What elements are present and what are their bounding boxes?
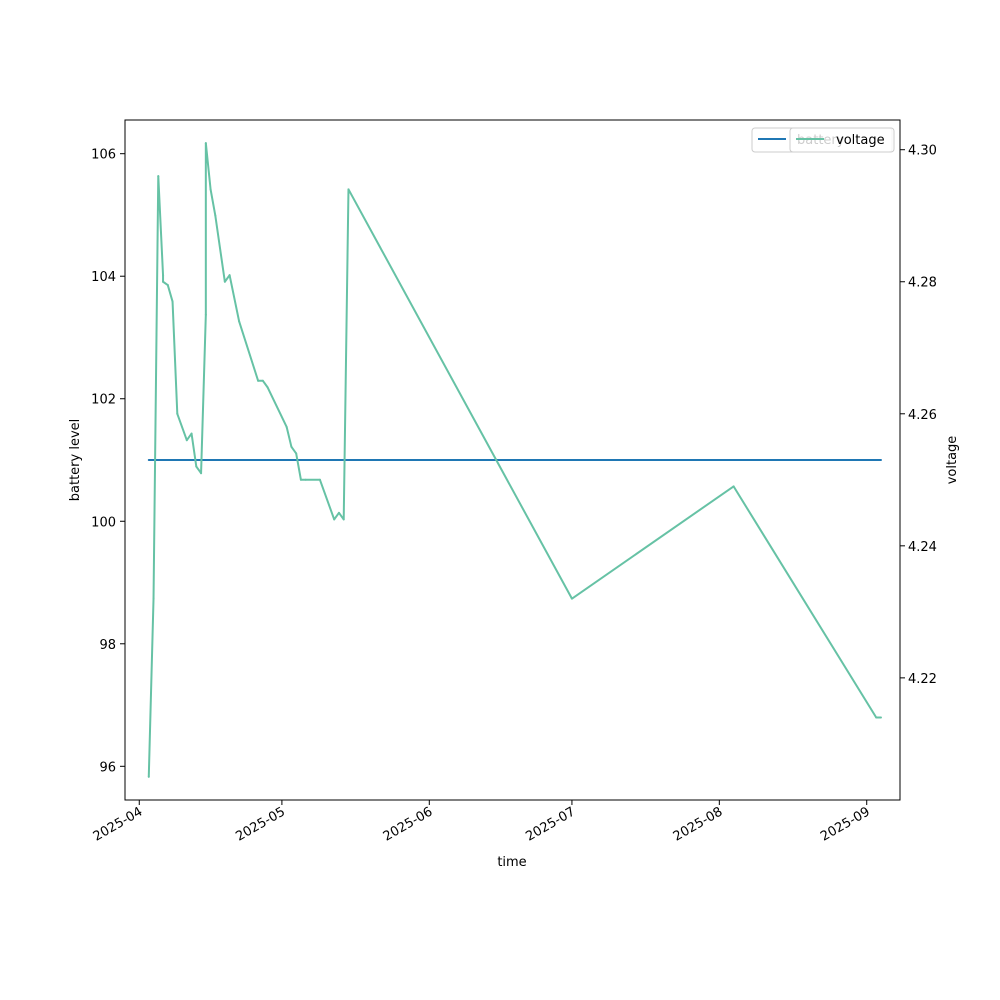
y-left-tick-label: 104 (91, 270, 116, 285)
legend-voltage-label: voltage (836, 133, 885, 148)
y-left-axis-ticks: 96 98 100 102 104 106 (91, 148, 125, 775)
y-left-tick-label: 102 (91, 393, 116, 408)
data-point-voltage (879, 716, 882, 719)
data-point-voltage (304, 478, 307, 481)
y-left-tick-label: 106 (91, 148, 116, 163)
plot-frame (124, 119, 901, 801)
data-point-voltage (570, 597, 573, 600)
data-point-voltage (347, 188, 350, 191)
data-point-voltage (261, 379, 264, 382)
data-point-voltage (228, 274, 231, 277)
data-point-voltage (190, 432, 193, 435)
data-point-voltage (732, 485, 735, 488)
data-point-voltage (162, 280, 165, 283)
data-point-voltage (200, 472, 203, 475)
data-point-battery (147, 459, 150, 461)
data-point-voltage (238, 320, 241, 323)
data-point-voltage (185, 439, 188, 442)
y-right-tick-label: 4.22 (908, 672, 937, 687)
legend-right: voltage (789, 127, 895, 153)
data-point-voltage (333, 518, 336, 521)
y-left-tick-label: 98 (99, 638, 116, 653)
data-point-voltage (257, 379, 260, 382)
data-point-voltage (176, 412, 179, 415)
data-point-voltage (162, 274, 165, 277)
data-point-voltage (285, 425, 288, 428)
data-point-voltage (204, 142, 207, 145)
y-left-tick-label: 100 (91, 515, 116, 530)
data-point-voltage (209, 188, 212, 191)
data-point-voltage (223, 280, 226, 283)
data-point-voltage (295, 452, 298, 455)
data-point-battery (879, 459, 882, 461)
data-point-voltage (299, 478, 302, 481)
y-right-tick-label: 4.24 (908, 540, 937, 555)
data-point-voltage (152, 597, 155, 600)
data-point-voltage (171, 300, 174, 303)
data-point-voltage (204, 313, 207, 316)
y-right-axis-ticks: 4.22 4.24 4.26 4.28 4.30 (900, 144, 937, 687)
data-point-voltage (337, 511, 340, 514)
y-left-tick-label: 96 (99, 760, 116, 775)
data-point-voltage (266, 386, 269, 389)
data-point-voltage (157, 175, 160, 178)
series-layer (147, 142, 882, 778)
x-axis-label: time (497, 855, 526, 870)
data-point-voltage (875, 716, 878, 719)
data-point-voltage (318, 478, 321, 481)
data-point-voltage (290, 445, 293, 448)
y-right-tick-label: 4.26 (908, 408, 937, 423)
data-point-voltage (195, 465, 198, 468)
y-left-axis-label: battery level (68, 419, 83, 502)
data-point-voltage (342, 518, 345, 521)
y-right-axis-label: voltage (945, 436, 960, 485)
data-point-voltage (214, 214, 217, 217)
y-right-tick-label: 4.28 (908, 276, 937, 291)
y-right-tick-label: 4.30 (908, 144, 937, 159)
series-line-voltage (147, 142, 881, 777)
data-point-voltage (147, 775, 150, 778)
legend-right-box (789, 127, 895, 153)
data-point-voltage (166, 284, 169, 287)
